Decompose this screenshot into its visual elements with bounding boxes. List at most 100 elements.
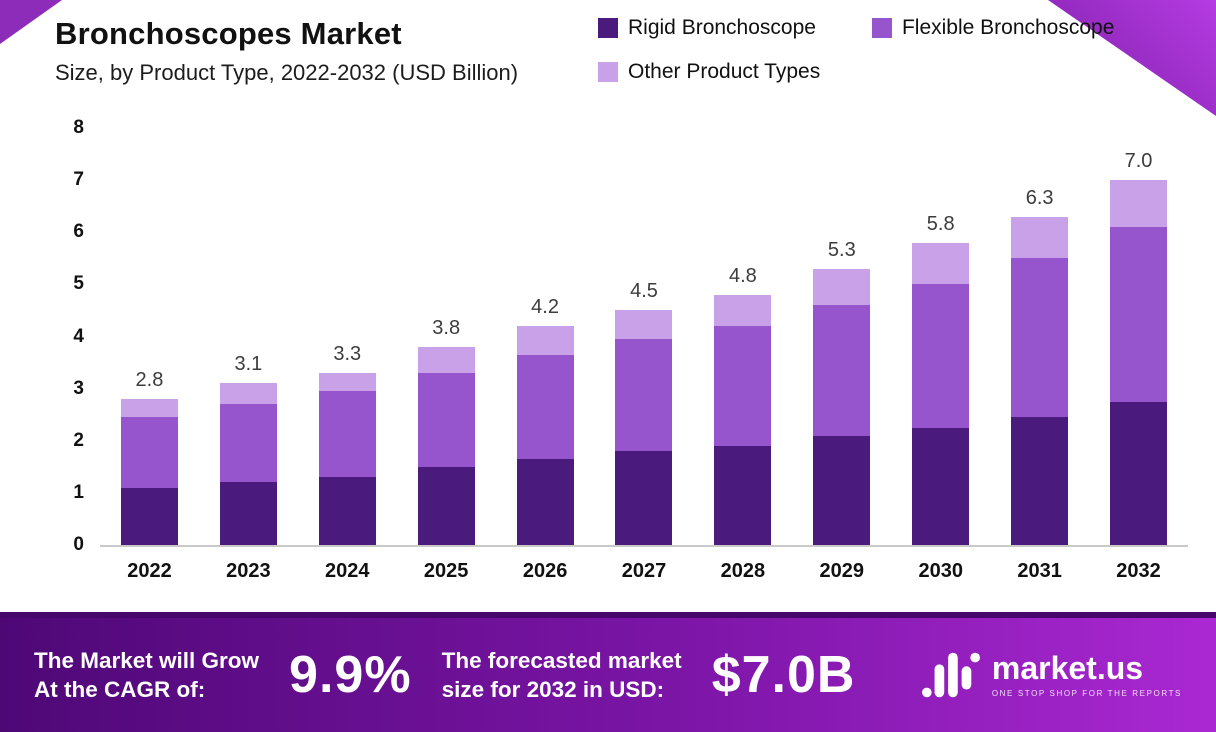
bar-segment-rigid-bronchoscope <box>516 459 574 545</box>
bar-segment-flexible-bronchoscope <box>516 354 574 459</box>
page-subtitle: Size, by Product Type, 2022-2032 (USD Bi… <box>55 60 519 85</box>
bar-stack <box>813 268 871 545</box>
y-axis-label: 1 <box>73 481 84 503</box>
y-axis-label: 6 <box>73 221 84 243</box>
bar-column: 7.0 <box>1110 150 1168 545</box>
y-axis-label: 4 <box>73 325 84 347</box>
bar-segment-other-product-types <box>912 242 970 285</box>
cagr-label-line2: At the CAGR of: <box>34 677 206 702</box>
y-axis-label: 7 <box>73 169 84 191</box>
bar-segment-flexible-bronchoscope <box>615 339 673 452</box>
bar-segment-flexible-bronchoscope <box>219 404 277 483</box>
legend: Rigid Bronchoscope Flexible Bronchoscope O… <box>598 16 1198 84</box>
forecast-label-line1: The forecasted market <box>441 647 682 673</box>
y-axis-label: 2 <box>73 429 84 451</box>
y-axis-label: 8 <box>73 117 84 138</box>
bar-column: 6.3 <box>1011 186 1069 545</box>
bar-segment-other-product-types <box>615 310 673 340</box>
bar-stack <box>912 242 970 545</box>
bar-segment-flexible-bronchoscope <box>1110 227 1168 402</box>
bar-stack <box>120 399 178 545</box>
bar-stack <box>615 310 673 545</box>
logo-text: market.us <box>991 650 1144 686</box>
bar-segment-other-product-types <box>813 268 871 306</box>
bar-column: 5.8 <box>912 212 970 545</box>
bar-total-label: 5.8 <box>926 212 955 235</box>
bar-stack <box>1110 180 1168 545</box>
bar-segment-flexible-bronchoscope <box>714 326 772 446</box>
legend-item: Flexible Bronchoscope <box>871 16 1115 40</box>
legend-swatch <box>598 62 618 82</box>
bar-stack <box>516 326 574 545</box>
x-axis-label: 2022 <box>127 560 172 582</box>
x-axis-label: 2032 <box>1116 560 1161 582</box>
bar-column: 5.3 <box>813 238 871 545</box>
bar-column: 4.2 <box>516 296 574 545</box>
bar-total-label: 5.3 <box>827 238 856 261</box>
bar-column: 2.8 <box>120 369 178 545</box>
bar-segment-rigid-bronchoscope <box>912 427 970 545</box>
marketus-logo: market.us ONE STOP SHOP FOR THE REPORTS <box>921 652 1182 698</box>
bar-segment-flexible-bronchoscope <box>912 284 970 428</box>
x-axis-label: 2031 <box>1017 560 1062 582</box>
bar-stack <box>1011 216 1069 545</box>
bar-segment-flexible-bronchoscope <box>813 305 871 436</box>
x-axis-label: 2026 <box>522 560 568 582</box>
bar-column: 3.1 <box>219 353 277 545</box>
legend-swatch <box>871 18 892 38</box>
legend-label: Flexible Bronchoscope <box>901 16 1115 39</box>
x-axis-label: 2028 <box>720 560 766 582</box>
x-axis-label: 2023 <box>226 560 271 582</box>
forecast-value: $7.0B <box>711 646 856 704</box>
plot-area: 2.8 3.1 3.3 3.8 4.2 4.5 4.8 5.3 5.8 6.3 7.0 <box>100 128 1188 547</box>
footer-banner: The Market will Grow At the CAGR of: 9.9… <box>0 612 1216 732</box>
x-axis-label: 2030 <box>918 560 963 582</box>
bar-segment-flexible-bronchoscope <box>120 417 178 488</box>
bar-total-label: 2.8 <box>135 369 164 392</box>
cagr-value: 9.9% <box>289 646 412 704</box>
bar-segment-other-product-types <box>417 346 475 373</box>
legend-item: Rigid Bronchoscope <box>598 16 816 40</box>
bar-stack <box>219 383 277 545</box>
chart-header: Bronchoscopes Market Size, by Product Ty… <box>55 16 518 86</box>
bar-column: 4.8 <box>714 265 772 545</box>
bar-column: 3.8 <box>417 317 475 545</box>
bar-segment-other-product-types <box>1110 180 1168 228</box>
bar-segment-rigid-bronchoscope <box>813 435 871 545</box>
bar-column: 3.3 <box>318 343 376 545</box>
y-axis-label: 3 <box>73 377 84 399</box>
bar-total-label: 3.3 <box>333 343 362 366</box>
bar-stack <box>417 346 475 545</box>
bar-segment-rigid-bronchoscope <box>219 482 277 545</box>
bar-segment-flexible-bronchoscope <box>1011 258 1069 418</box>
bar-segment-rigid-bronchoscope <box>1011 417 1069 545</box>
legend-swatch <box>598 18 618 38</box>
x-axis-label: 2029 <box>819 560 865 582</box>
cagr-label-line1: The Market will Grow <box>34 647 260 673</box>
bar-total-label: 6.3 <box>1025 186 1054 209</box>
corner-decoration-top-left <box>0 0 62 44</box>
x-axis-label: 2027 <box>621 560 667 582</box>
bar-stack <box>714 294 772 545</box>
bar-segment-rigid-bronchoscope <box>714 445 772 545</box>
bar-segment-other-product-types <box>219 383 277 405</box>
bar-segment-other-product-types <box>120 399 178 418</box>
bar-total-label: 3.1 <box>234 353 263 376</box>
cagr-label: The Market will Grow At the CAGR of: <box>34 646 259 705</box>
bar-segment-rigid-bronchoscope <box>1110 401 1168 545</box>
bar-segment-rigid-bronchoscope <box>120 487 178 545</box>
bar-segment-other-product-types <box>1011 216 1069 259</box>
bar-segment-rigid-bronchoscope <box>417 466 475 545</box>
x-axis-label: 2024 <box>325 560 370 582</box>
y-axis: 0 1 2 3 4 5 6 7 8 <box>52 117 90 555</box>
bar-stack <box>318 373 376 545</box>
bar-segment-other-product-types <box>318 373 376 392</box>
bar-total-label: 4.2 <box>531 296 559 319</box>
bar-segment-other-product-types <box>516 326 574 355</box>
logo-text-block: market.us ONE STOP SHOP FOR THE REPORTS <box>992 652 1182 698</box>
page-title: Bronchoscopes Market <box>55 16 402 51</box>
bar-segment-rigid-bronchoscope <box>318 477 376 545</box>
forecast-label-line2: size for 2032 in USD: <box>441 677 665 702</box>
forecast-label: The forecasted market size for 2032 in U… <box>442 646 682 705</box>
